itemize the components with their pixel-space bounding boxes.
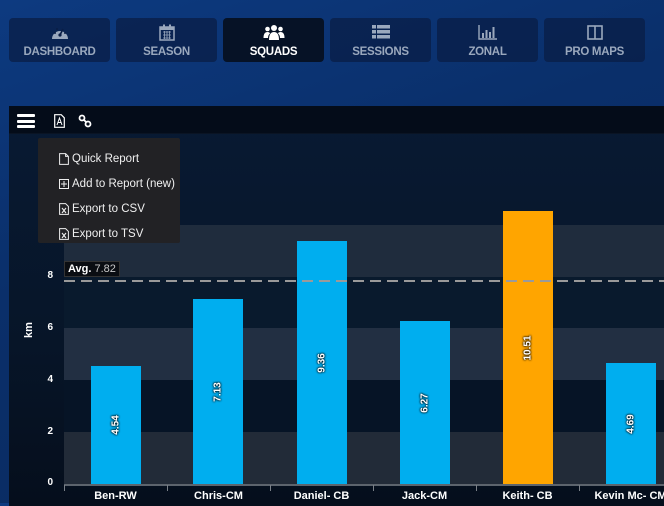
- y-tick: 0: [47, 477, 53, 488]
- bar-value-label: 10.51: [522, 334, 534, 361]
- x-category-label: Daniel- CB: [293, 490, 350, 502]
- tab-label: PRO MAPS: [565, 46, 624, 58]
- link-icon[interactable]: [78, 114, 92, 133]
- y-axis-label: km: [22, 322, 35, 338]
- tab-sessions[interactable]: SESSIONS: [330, 18, 431, 62]
- y-tick: 8: [47, 270, 53, 281]
- bar-value-label: 7.13: [212, 381, 224, 402]
- hamburger-menu-icon[interactable]: [17, 114, 35, 128]
- export-menu: Quick Report Add to Report (new) Export …: [38, 138, 180, 243]
- bar-keith-cb[interactable]: 10.51: [503, 211, 553, 484]
- bar-value-label: 9.36: [316, 352, 328, 373]
- bar-daniel-cb[interactable]: 9.36: [297, 241, 347, 484]
- average-label: Avg. 7.82: [64, 261, 120, 277]
- bar-chris-cm[interactable]: 7.13: [193, 299, 243, 484]
- plus-square-icon: [59, 178, 70, 189]
- menu-item-export-csv[interactable]: Export to CSV: [38, 196, 180, 221]
- pdf-icon[interactable]: [54, 114, 65, 133]
- x-category-label: Jack-CM: [401, 490, 448, 502]
- tab-label: DASHBOARD: [23, 46, 96, 58]
- tab-zonal[interactable]: ZONAL: [437, 18, 538, 62]
- bar-value-label: 4.54: [110, 415, 122, 435]
- bar-jack-cm[interactable]: 6.27: [400, 321, 450, 484]
- menu-item-label: Add to Report (new): [72, 177, 175, 190]
- average-label-text: Avg.: [68, 263, 92, 275]
- chart-toolbar: [9, 106, 664, 134]
- bar-value-label: 6.27: [419, 392, 431, 413]
- menu-item-label: Quick Report: [72, 152, 140, 165]
- tab-label: SEASON: [143, 46, 190, 58]
- x-category-label: Kevin Mc- CM: [594, 490, 664, 502]
- chart-background: [64, 225, 664, 491]
- excel-file-icon: [59, 227, 70, 240]
- list-icon: [371, 22, 390, 42]
- columns-icon: [586, 22, 603, 42]
- y-tick: 2: [47, 426, 53, 437]
- bar-kevin-mc-cm[interactable]: 4.69: [606, 363, 656, 484]
- x-category-label: Ben-RW: [94, 490, 137, 502]
- average-value: 7.82: [94, 263, 116, 275]
- tab-label: SESSIONS: [352, 46, 409, 58]
- menu-item-export-tsv[interactable]: Export to TSV: [38, 221, 180, 246]
- bar-ben-rw[interactable]: 4.54: [91, 366, 141, 484]
- x-category-label: Keith- CB: [502, 490, 553, 502]
- menu-item-add-to-report[interactable]: Add to Report (new): [38, 171, 180, 196]
- main-nav: DASHBOARD SEASON SQUADS SESSIONS ZONAL P…: [9, 18, 645, 62]
- x-category-label: Chris-CM: [194, 490, 243, 502]
- tab-label: ZONAL: [468, 46, 507, 58]
- file-icon: [59, 152, 70, 165]
- tab-label: SQUADS: [249, 46, 298, 58]
- bar-chart: 0 2 4 6 8 km 4.54 7.13 9.36 6.27 10.51 4…: [9, 106, 664, 506]
- calendar-icon: [158, 22, 175, 42]
- chart-panel: 0 2 4 6 8 km 4.54 7.13 9.36 6.27 10.51 4…: [9, 106, 664, 506]
- bar-chart-icon: [477, 22, 498, 42]
- tab-pro-maps[interactable]: PRO MAPS: [544, 18, 645, 62]
- tab-dashboard[interactable]: DASHBOARD: [9, 18, 110, 62]
- bar-value-label: 4.69: [625, 413, 637, 434]
- dashboard-gauge-icon: [50, 22, 70, 42]
- excel-file-icon: [59, 202, 70, 215]
- y-tick: 6: [47, 322, 53, 333]
- menu-item-label: Export to TSV: [72, 227, 144, 240]
- tab-season[interactable]: SEASON: [116, 18, 217, 62]
- y-tick: 4: [47, 374, 53, 385]
- users-group-icon: [263, 22, 285, 42]
- tab-squads[interactable]: SQUADS: [223, 18, 324, 62]
- menu-item-quick-report[interactable]: Quick Report: [38, 146, 180, 171]
- menu-item-label: Export to CSV: [72, 202, 145, 215]
